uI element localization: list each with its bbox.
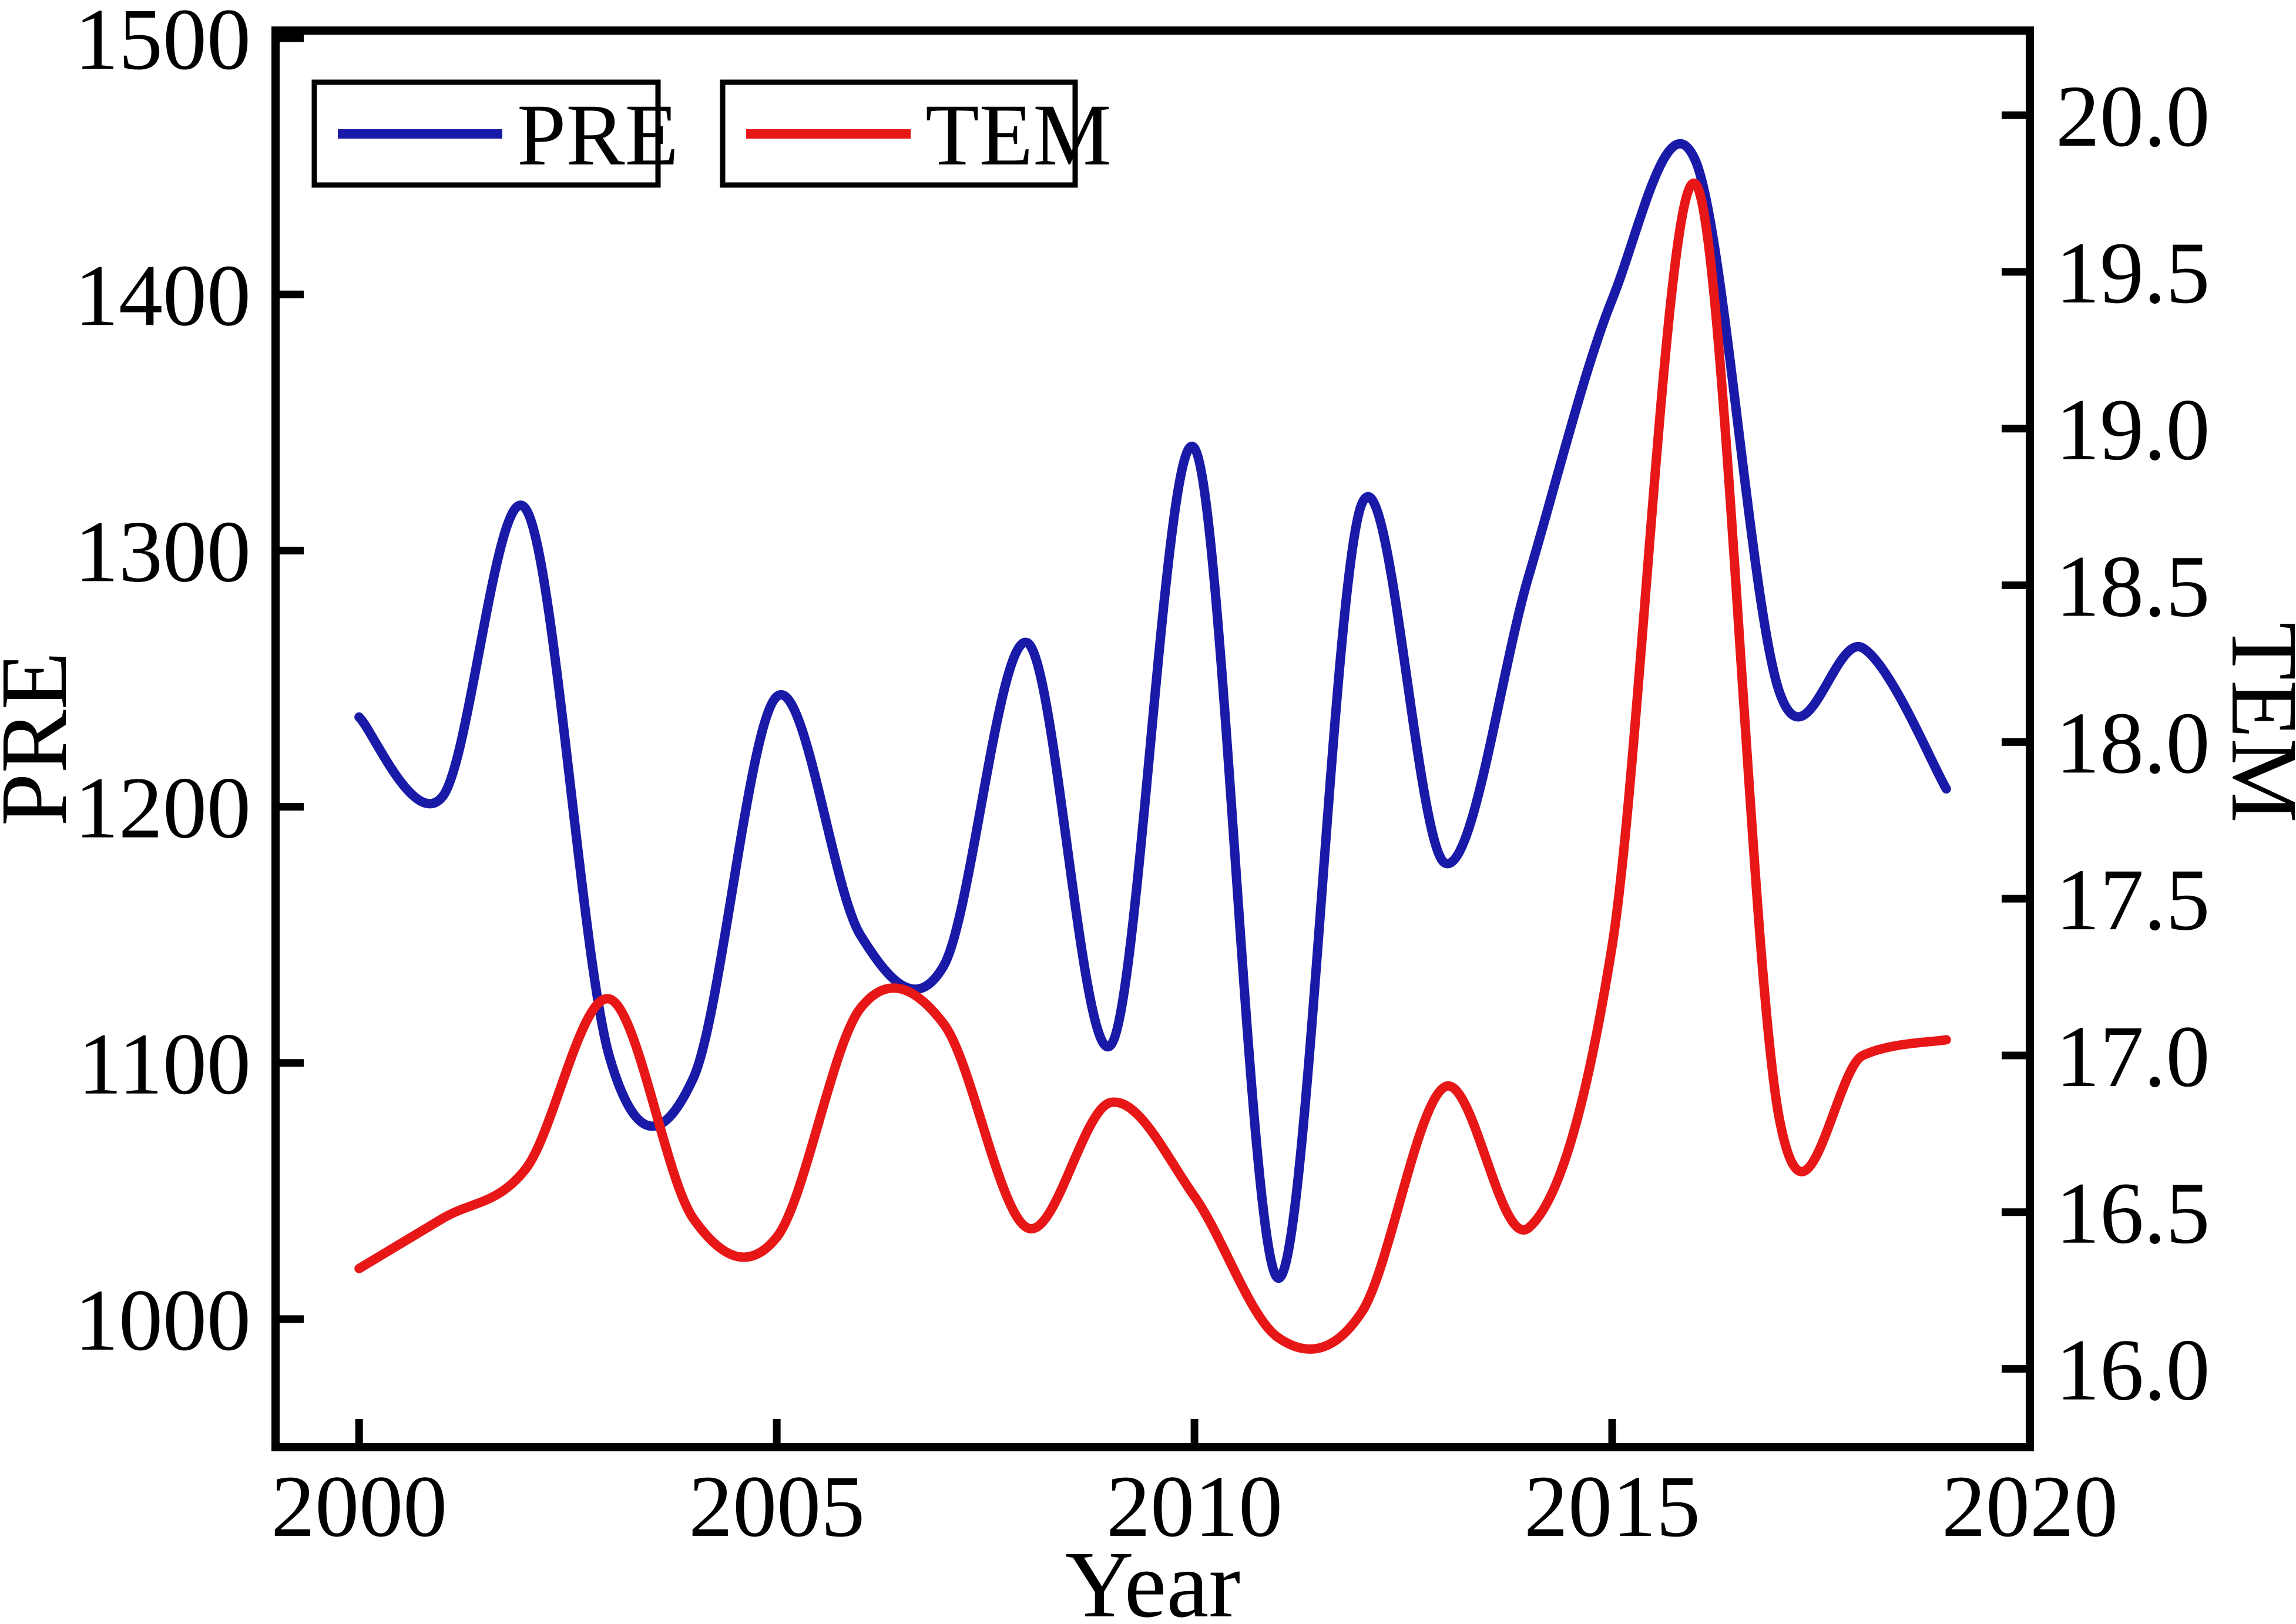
y-right-tick-label: 16.0: [2056, 1322, 2210, 1419]
x-tick-label: 2010: [1106, 1458, 1283, 1555]
y-left-tick-label: 1000: [75, 1272, 251, 1369]
y-right-tick-label: 18.0: [2056, 694, 2210, 792]
y-right-tick-label: 19.5: [2056, 224, 2210, 322]
legend-pre: PRE: [311, 79, 679, 188]
y-right-tick-label: 20.0: [2056, 68, 2210, 165]
legend-tem: TEM: [720, 79, 1112, 188]
x-tick-label: 2000: [271, 1458, 447, 1555]
x-tick-label: 2020: [1942, 1458, 2118, 1555]
y-left-tick-label: 1400: [75, 247, 251, 344]
y-right-tick-label: 16.5: [2056, 1165, 2210, 1262]
series-line-tem: [354, 178, 1951, 1354]
y-left-axis-title: PRE: [0, 651, 87, 826]
x-axis-title: Year: [1065, 1532, 1241, 1624]
y-left-tick-label: 1100: [78, 1016, 251, 1113]
legend-tem-label: TEM: [925, 86, 1112, 184]
y-right-axis-title: TEM: [2211, 622, 2296, 823]
y-right-tick-label: 18.5: [2056, 538, 2210, 636]
legend-pre-label: PRE: [517, 86, 679, 184]
x-tick-label: 2015: [1524, 1458, 1700, 1555]
y-left-tick-label: 1200: [75, 759, 251, 857]
x-tick-label: 2005: [689, 1458, 865, 1555]
chart-generated-content: 1000 1100 1200 1300 1400 1500 16.0 16.5 17.0 17.5…: [75, 0, 2210, 1555]
y-right-tick-label: 17.0: [2056, 1008, 2210, 1105]
series-line-pre: [354, 139, 1951, 1283]
y-right-tick-label: 17.5: [2056, 851, 2210, 949]
y-right-tick-label: 19.0: [2056, 381, 2210, 479]
y-left-tick-label: 1300: [75, 503, 251, 600]
y-left-tick-label: 1500: [75, 0, 251, 88]
